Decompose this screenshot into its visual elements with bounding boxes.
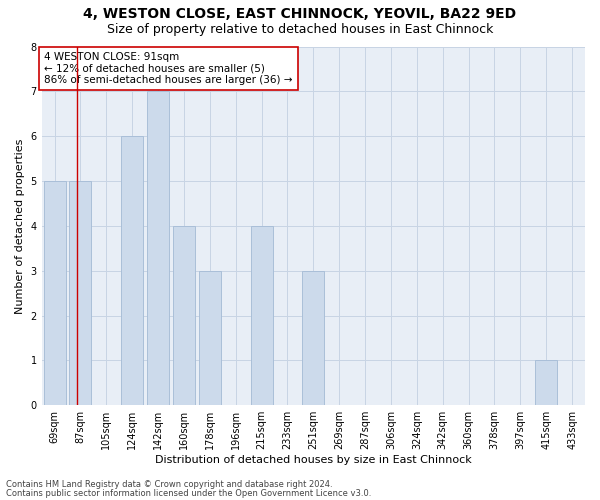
Text: 4 WESTON CLOSE: 91sqm
← 12% of detached houses are smaller (5)
86% of semi-detac: 4 WESTON CLOSE: 91sqm ← 12% of detached … xyxy=(44,52,293,85)
Bar xyxy=(147,92,169,405)
Bar xyxy=(173,226,195,405)
Bar xyxy=(44,181,65,405)
Text: Contains HM Land Registry data © Crown copyright and database right 2024.: Contains HM Land Registry data © Crown c… xyxy=(6,480,332,489)
Text: Contains public sector information licensed under the Open Government Licence v3: Contains public sector information licen… xyxy=(6,488,371,498)
Bar xyxy=(535,360,557,405)
X-axis label: Distribution of detached houses by size in East Chinnock: Distribution of detached houses by size … xyxy=(155,455,472,465)
Bar xyxy=(70,181,91,405)
Text: Size of property relative to detached houses in East Chinnock: Size of property relative to detached ho… xyxy=(107,22,493,36)
Bar xyxy=(199,270,221,405)
Bar xyxy=(121,136,143,405)
Bar xyxy=(302,270,325,405)
Y-axis label: Number of detached properties: Number of detached properties xyxy=(15,138,25,314)
Bar xyxy=(251,226,272,405)
Text: 4, WESTON CLOSE, EAST CHINNOCK, YEOVIL, BA22 9ED: 4, WESTON CLOSE, EAST CHINNOCK, YEOVIL, … xyxy=(83,8,517,22)
